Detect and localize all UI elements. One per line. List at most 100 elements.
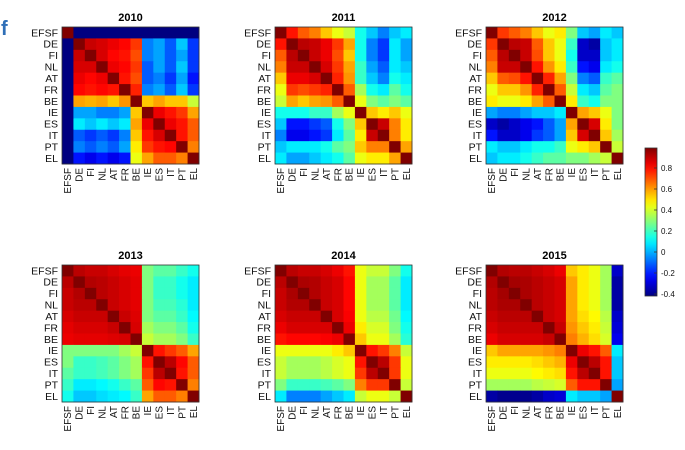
heatmap-cell — [543, 322, 555, 334]
heatmap-cell — [309, 152, 322, 165]
heatmap-cell — [486, 84, 498, 96]
heatmap-cell — [187, 95, 200, 108]
heatmap-cell — [164, 141, 177, 153]
heatmap-cell — [62, 356, 74, 369]
heatmap-cell — [107, 118, 120, 131]
heatmap-cell — [96, 27, 109, 39]
heatmap-cell — [130, 141, 143, 153]
heatmap-cell — [486, 72, 498, 85]
heatmap-cell — [554, 152, 567, 165]
heatmap-cell — [389, 299, 401, 312]
column-tick-label: IT — [166, 168, 177, 177]
heatmap-cell — [508, 95, 521, 108]
column-tick-label: IT — [166, 406, 177, 415]
heatmap-cell — [508, 72, 521, 85]
heatmap-cell — [577, 310, 590, 323]
heatmap-cell — [187, 152, 200, 165]
heatmap-cell — [343, 84, 356, 96]
heatmap-cell — [96, 118, 109, 131]
heatmap-cell — [577, 38, 590, 51]
heatmap-cell — [62, 95, 74, 108]
heatmap-cell — [96, 72, 109, 85]
row-tick-label: EFSF — [244, 27, 271, 39]
heatmap-cell — [588, 299, 601, 312]
heatmap-cell — [486, 379, 498, 391]
heatmap-cell — [377, 129, 390, 142]
heatmap-cell — [187, 265, 200, 277]
heatmap-cell — [343, 129, 356, 142]
heatmap-cell — [153, 106, 166, 119]
heatmap-cell — [377, 367, 390, 380]
heatmap-cell — [286, 367, 299, 380]
heatmap-cell — [508, 27, 521, 39]
heatmap-cell — [486, 367, 498, 380]
column-tick-label: IT — [379, 168, 390, 177]
panel-title: 2010 — [118, 12, 142, 24]
heatmap-cell — [153, 379, 166, 391]
heatmap-cell — [141, 276, 154, 289]
panel-frame — [61, 26, 200, 165]
row-tick-label: FI — [473, 50, 482, 62]
row-tick-label: NL — [45, 300, 59, 312]
heatmap-cell — [84, 141, 97, 153]
heatmap-cell — [600, 118, 612, 131]
heatmap-cell — [187, 287, 200, 300]
column-tick-label: IE — [143, 168, 154, 178]
heatmap-cell — [73, 265, 86, 277]
heatmap-cell — [62, 118, 74, 131]
heatmap-cell — [141, 49, 154, 62]
row-tick-label: IE — [48, 107, 58, 119]
heatmap-cell — [286, 118, 299, 131]
heatmap-cell — [130, 49, 143, 62]
heatmap-cell — [130, 265, 143, 277]
heatmap-cell — [531, 27, 544, 39]
heatmap-cell — [354, 141, 367, 153]
heatmap-cell — [119, 27, 131, 39]
heatmap-cell — [176, 322, 188, 334]
heatmap-cell — [320, 287, 333, 300]
heatmap-cell — [508, 333, 521, 346]
heatmap-cell — [84, 152, 97, 165]
heatmap-cell — [588, 344, 601, 357]
heatmap-cell — [130, 276, 143, 289]
heatmap-cell — [577, 141, 590, 153]
heatmap-cell — [297, 84, 310, 96]
heatmap-cell — [84, 61, 97, 74]
heatmap-cell — [275, 276, 287, 289]
heatmap-cell — [588, 106, 601, 119]
row-tick-label: FR — [257, 84, 271, 96]
column-tick-label: FI — [86, 168, 97, 177]
heatmap-cell — [377, 72, 390, 85]
heatmap-cell — [588, 367, 601, 380]
heatmap-cell — [297, 333, 310, 346]
row-tick-label: AT — [45, 311, 58, 323]
row-tick-label: NL — [469, 62, 483, 74]
heatmap-cell — [531, 265, 544, 277]
heatmap-cell — [508, 390, 521, 403]
heatmap-cell — [554, 49, 567, 62]
heatmap-cell — [565, 49, 578, 62]
row-tick-label: IE — [261, 345, 271, 357]
heatmap-cell — [84, 129, 97, 142]
heatmap-cell — [611, 141, 624, 153]
heatmap-cell — [309, 333, 322, 346]
heatmap-cell — [389, 356, 401, 369]
heatmap-cell — [153, 344, 166, 357]
heatmap-cell — [588, 287, 601, 300]
row-tick-label: PT — [469, 379, 483, 391]
heatmap-cell — [309, 27, 322, 39]
heatmap-cell — [486, 141, 498, 153]
heatmap-cell — [320, 152, 333, 165]
heatmap-cell — [588, 276, 601, 289]
heatmap-cell — [96, 265, 109, 277]
heatmap-cell — [84, 367, 97, 380]
heatmap-cell — [286, 106, 299, 119]
heatmap-cell — [309, 72, 322, 85]
heatmap-cell — [565, 61, 578, 74]
heatmap-cell — [389, 287, 401, 300]
panel-frame — [485, 264, 624, 403]
heatmap-cell — [84, 276, 97, 289]
column-tick-label: DE — [75, 168, 86, 182]
heatmap-cell — [73, 379, 86, 391]
